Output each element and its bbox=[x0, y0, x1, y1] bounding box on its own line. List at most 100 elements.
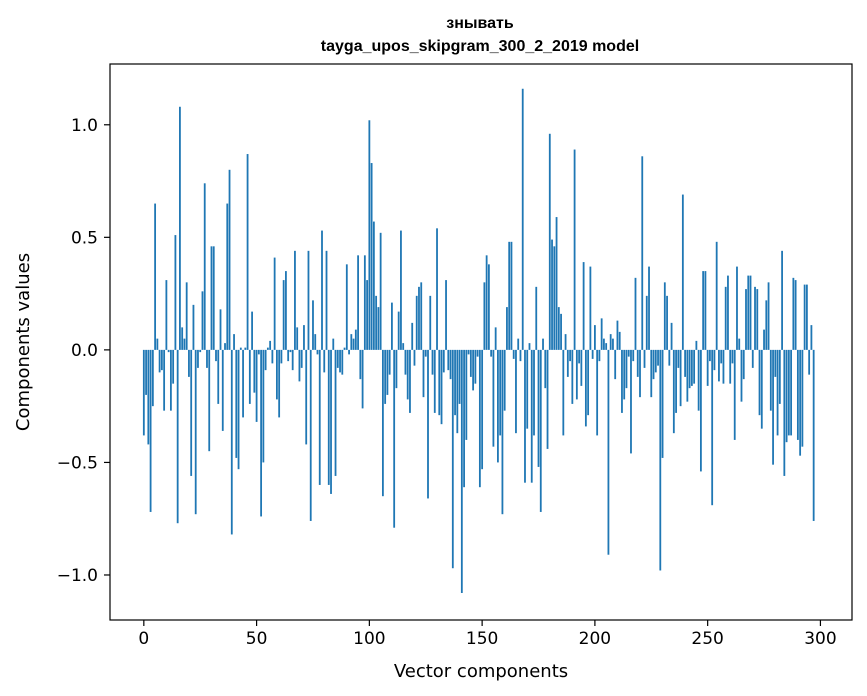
bar-49 bbox=[253, 349, 256, 393]
bar-0 bbox=[142, 349, 145, 436]
x-tick-label: 300 bbox=[804, 629, 836, 649]
bar-212 bbox=[621, 349, 623, 413]
bar-72 bbox=[305, 349, 308, 445]
bar-256 bbox=[720, 349, 723, 364]
bar-137 bbox=[451, 349, 454, 569]
bar-210 bbox=[616, 320, 619, 350]
bar-281 bbox=[776, 349, 779, 436]
bar-44 bbox=[242, 349, 244, 418]
bar-226 bbox=[652, 349, 655, 380]
bar-15 bbox=[176, 349, 179, 524]
bar-22 bbox=[192, 304, 195, 350]
bar-163 bbox=[510, 241, 513, 350]
bar-208 bbox=[612, 338, 614, 350]
bar-246 bbox=[697, 349, 700, 411]
bar-225 bbox=[650, 349, 653, 398]
bar-215 bbox=[627, 349, 630, 357]
bar-154 bbox=[490, 349, 493, 357]
bar-60 bbox=[278, 349, 281, 418]
bar-153 bbox=[487, 264, 490, 350]
y-tick-label: −0.5 bbox=[57, 453, 98, 473]
bar-172 bbox=[530, 349, 533, 483]
bar-31 bbox=[212, 246, 215, 350]
bar-234 bbox=[670, 322, 673, 350]
bar-192 bbox=[575, 349, 578, 400]
bar-211 bbox=[618, 331, 621, 350]
bar-229 bbox=[659, 349, 662, 571]
bar-114 bbox=[400, 230, 402, 350]
bar-279 bbox=[772, 349, 774, 465]
bar-57 bbox=[271, 349, 274, 364]
bar-107 bbox=[384, 349, 387, 404]
bar-292 bbox=[801, 349, 804, 447]
bar-110 bbox=[391, 302, 393, 350]
bar-162 bbox=[508, 241, 511, 350]
bar-198 bbox=[589, 266, 592, 350]
bar-12 bbox=[169, 349, 172, 411]
bar-58 bbox=[273, 257, 276, 350]
bar-282 bbox=[778, 349, 781, 404]
bar-239 bbox=[681, 194, 684, 350]
bar-177 bbox=[542, 338, 544, 350]
bar-268 bbox=[747, 275, 750, 350]
bar-269 bbox=[749, 275, 752, 350]
bar-4 bbox=[151, 349, 154, 407]
bar-9 bbox=[163, 349, 166, 411]
bar-63 bbox=[285, 271, 287, 350]
bar-103 bbox=[375, 295, 378, 350]
bar-123 bbox=[420, 282, 423, 350]
bar-40 bbox=[233, 334, 235, 350]
bar-203 bbox=[600, 318, 603, 350]
bar-275 bbox=[763, 329, 765, 350]
bar-25 bbox=[199, 349, 202, 353]
bar-69 bbox=[298, 349, 301, 382]
bar-86 bbox=[336, 349, 339, 368]
bar-194 bbox=[580, 349, 583, 386]
bar-30 bbox=[210, 246, 213, 350]
bar-267 bbox=[745, 289, 747, 350]
bar-213 bbox=[623, 349, 626, 400]
bars-group bbox=[142, 88, 815, 593]
bar-47 bbox=[248, 349, 251, 404]
bar-64 bbox=[287, 349, 290, 362]
bar-199 bbox=[591, 349, 594, 359]
bar-21 bbox=[190, 349, 193, 476]
bar-196 bbox=[584, 349, 587, 427]
bar-7 bbox=[158, 349, 161, 373]
bar-200 bbox=[593, 325, 596, 350]
bar-78 bbox=[318, 349, 321, 485]
bar-128 bbox=[431, 349, 434, 375]
bar-92 bbox=[350, 334, 353, 350]
bar-254 bbox=[715, 241, 718, 350]
bar-217 bbox=[632, 349, 635, 362]
bar-156 bbox=[494, 327, 497, 350]
bar-127 bbox=[429, 295, 432, 350]
bar-115 bbox=[402, 343, 405, 350]
bar-271 bbox=[754, 286, 756, 350]
bar-262 bbox=[733, 349, 736, 440]
bar-149 bbox=[478, 349, 481, 488]
bar-216 bbox=[630, 349, 632, 454]
bar-53 bbox=[262, 349, 265, 463]
bar-207 bbox=[609, 334, 612, 350]
y-tick-label: −1.0 bbox=[57, 566, 98, 586]
bar-261 bbox=[731, 349, 734, 364]
bar-245 bbox=[695, 340, 698, 350]
y-axis-label: Components values bbox=[13, 253, 34, 431]
bar-201 bbox=[596, 349, 599, 436]
bar-143 bbox=[465, 349, 468, 440]
bar-247 bbox=[699, 349, 702, 472]
bar-1 bbox=[145, 349, 147, 395]
bar-8 bbox=[160, 349, 163, 371]
bar-233 bbox=[668, 349, 671, 366]
bar-221 bbox=[641, 156, 644, 350]
bar-50 bbox=[255, 349, 258, 422]
bar-33 bbox=[217, 349, 220, 404]
bar-167 bbox=[519, 349, 522, 362]
bar-251 bbox=[709, 349, 711, 362]
bar-150 bbox=[481, 349, 484, 470]
chart-title: знывать bbox=[446, 15, 514, 32]
bar-288 bbox=[792, 277, 795, 350]
bar-94 bbox=[354, 329, 357, 350]
bar-148 bbox=[476, 349, 479, 357]
